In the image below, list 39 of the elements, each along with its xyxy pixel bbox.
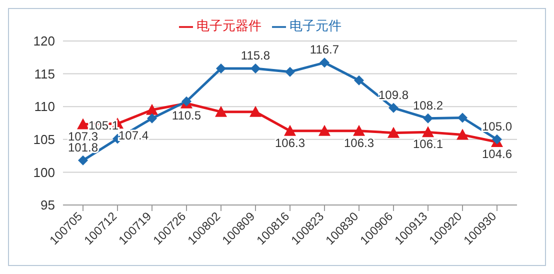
point — [78, 155, 88, 166]
y-tick-label: 115 — [34, 66, 55, 82]
point — [353, 124, 365, 136]
point — [250, 106, 262, 117]
data-label: 116.7 — [310, 42, 340, 57]
data-label: 109.8 — [378, 88, 409, 102]
legend-label: 电子元器件 — [196, 18, 262, 33]
data-label: 106.1 — [412, 137, 444, 152]
data-label: 110.5 — [172, 108, 202, 122]
point — [77, 118, 89, 130]
data-label: 115.8 — [240, 48, 270, 63]
y-tick-label: 120 — [33, 34, 55, 49]
point — [216, 64, 226, 74]
point — [215, 106, 227, 117]
y-tick-label: 95 — [40, 198, 55, 213]
data-label: 106.3 — [344, 136, 374, 150]
point — [285, 66, 295, 77]
point — [458, 112, 468, 123]
legend-label: 电子元件 — [290, 18, 342, 33]
y-tick-label: 100 — [33, 164, 55, 180]
point — [354, 75, 364, 86]
y-tick-label: 105 — [33, 132, 55, 148]
point — [422, 126, 434, 138]
point — [318, 124, 330, 136]
data-label: 108.2 — [412, 98, 444, 112]
point — [146, 104, 158, 115]
point — [456, 128, 468, 140]
point — [250, 64, 260, 74]
data-label: 106.3 — [274, 136, 306, 150]
point — [388, 126, 400, 138]
point — [284, 124, 296, 136]
point — [423, 113, 433, 124]
data-label: 104.6 — [482, 147, 512, 162]
point — [147, 113, 157, 124]
point — [492, 134, 502, 144]
data-label: 105.0 — [482, 119, 512, 134]
point — [320, 58, 330, 68]
point — [388, 102, 398, 113]
y-tick-label: 110 — [34, 99, 55, 114]
